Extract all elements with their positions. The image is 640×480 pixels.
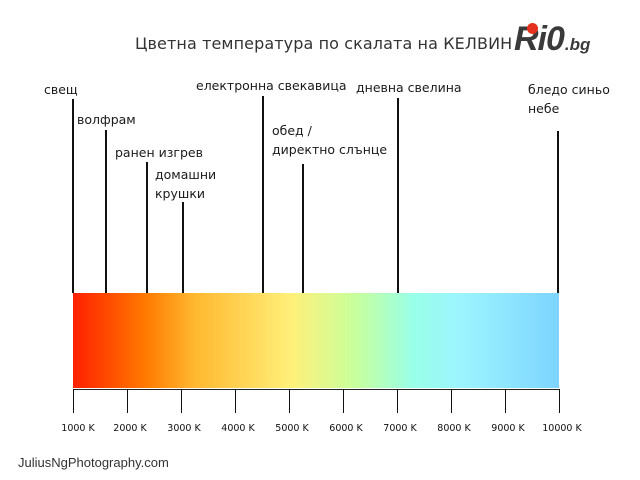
label-candle: свещ (44, 82, 78, 97)
tick-label-7000: 7000 K (383, 423, 417, 434)
tick-10000 (559, 389, 560, 413)
tick-8000 (451, 389, 452, 413)
tick-label-2000: 2000 K (113, 423, 147, 434)
label-electronic-flash: електронна свекавица (196, 78, 347, 93)
tick-6000 (343, 389, 344, 413)
label-household-bulbs-line2: крушки (155, 186, 205, 201)
tick-label-10000: 10000 K (542, 423, 582, 434)
photo-credit: JuliusNgPhotography.com (18, 455, 169, 470)
scale-axis (73, 389, 559, 390)
label-household-bulbs-line1: домашни (155, 167, 217, 182)
label-household-bulbs: домашни крушки (155, 165, 216, 203)
site-logo[interactable]: Ri0 .bg (514, 20, 590, 59)
tick-label-3000: 3000 K (167, 423, 201, 434)
tick-2000 (127, 389, 128, 413)
label-sky-line2: небе (528, 101, 560, 116)
logo-suffix: .bg (564, 35, 591, 54)
label-noon-line1: обед / (272, 123, 312, 138)
marker-line-pale-blue-sky (557, 131, 559, 293)
tick-label-6000: 6000 K (329, 423, 363, 434)
tick-label-1000: 1000 K (61, 423, 95, 434)
marker-line-electronic-flash (262, 96, 264, 293)
logo-text: Ri0 (514, 20, 565, 58)
tick-5000 (289, 389, 290, 413)
color-temperature-bar (73, 293, 559, 388)
tick-label-9000: 9000 K (491, 423, 525, 434)
tick-label-5000: 5000 K (275, 423, 309, 434)
label-sky-line1: бледо синьо (528, 82, 610, 97)
tick-7000 (397, 389, 398, 413)
tick-label-8000: 8000 K (437, 423, 471, 434)
tick-9000 (505, 389, 506, 413)
label-noon-line2: директно слънце (272, 142, 388, 157)
tick-3000 (181, 389, 182, 413)
label-pale-blue-sky: бледо синьо небе (528, 80, 610, 118)
page-title: Цветна температура по скалата на КЕЛВИН (135, 34, 513, 53)
label-noon-direct-sun: обед / директно слънце (272, 121, 387, 159)
marker-line-candle (72, 99, 74, 293)
logo-dot (527, 23, 538, 34)
tick-4000 (235, 389, 236, 413)
marker-line-daylight (397, 98, 399, 293)
label-daylight: дневна свелина (356, 80, 462, 95)
marker-line-noon (302, 164, 304, 293)
marker-line-household-bulbs (182, 202, 184, 293)
marker-line-tungsten (105, 130, 107, 293)
label-tungsten: волфрам (77, 112, 136, 127)
tick-1000 (73, 389, 74, 413)
tick-label-4000: 4000 K (221, 423, 255, 434)
marker-line-early-sunrise (146, 162, 148, 293)
label-early-sunrise: ранен изгрев (115, 145, 203, 160)
